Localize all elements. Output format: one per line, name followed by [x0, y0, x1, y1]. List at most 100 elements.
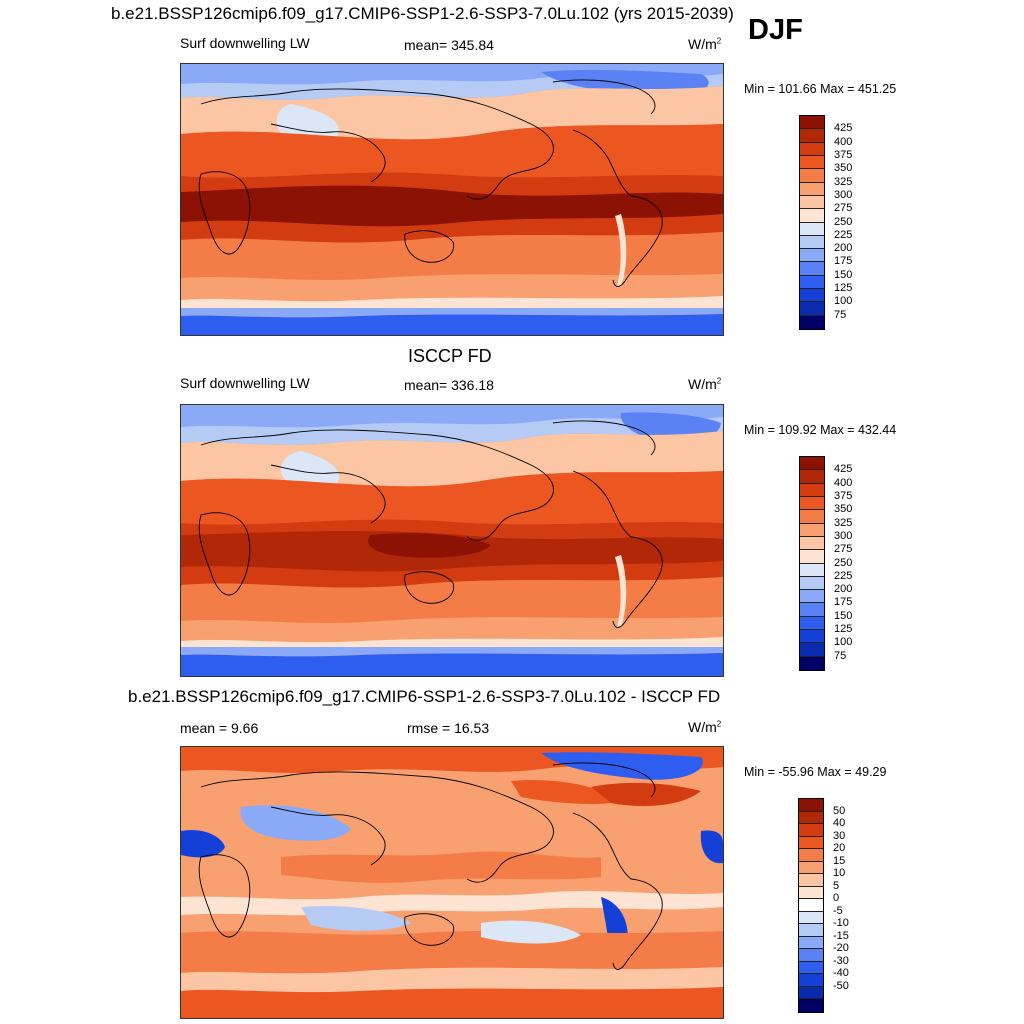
colorbar-tick-label: 15 [833, 854, 846, 867]
panel3-units: W/m2 [688, 719, 722, 735]
colorbar-segment [799, 936, 823, 950]
colorbar-tick-label: 200 [834, 242, 853, 255]
panel2-header: ISCCP FD [408, 346, 492, 366]
panel1-units: W/m2 [688, 36, 722, 52]
panel2-mean: mean= 336.18 [404, 377, 494, 393]
panel2-colorbar [799, 456, 825, 671]
panel1-colorbar-labels: 425 400 375 350 325 300 275 250 225 200 175 150 125 1… [834, 115, 874, 328]
colorbar-tick-label: 125 [834, 623, 853, 636]
colorbar-segment [799, 836, 823, 850]
colorbar-tick-label: -40 [833, 967, 849, 980]
colorbar-segment [799, 949, 823, 962]
colorbar-segment [800, 275, 824, 290]
colorbar-tick-label: 175 [834, 255, 853, 268]
colorbar-tick-label: 300 [834, 529, 853, 542]
colorbar-tick-label: 225 [834, 228, 853, 241]
colorbar-tick-label: 175 [834, 596, 853, 609]
colorbar-tick-label: -20 [833, 942, 849, 955]
colorbar-segment [799, 899, 823, 912]
colorbar-segment [799, 911, 823, 925]
colorbar-tick-label: 425 [834, 463, 853, 476]
colorbar-tick-label: 75 [834, 649, 847, 662]
panel3-mean: mean = 9.66 [180, 720, 259, 736]
panel3-rmse: rmse = 16.53 [407, 720, 490, 736]
colorbar-segment [800, 262, 824, 276]
colorbar-segment [800, 182, 824, 196]
colorbar-tick-label: 40 [833, 817, 846, 830]
panel1-map [180, 63, 724, 336]
colorbar-segment [799, 961, 823, 975]
colorbar-tick-label: 375 [834, 148, 853, 161]
colorbar-segment [799, 924, 823, 937]
panel1-colorbar [799, 115, 825, 330]
colorbar-segment [800, 590, 824, 604]
colorbar-tick-label: 150 [834, 609, 853, 622]
colorbar-segment [800, 142, 824, 156]
colorbar-segment [800, 536, 824, 551]
colorbar-tick-label: 425 [834, 122, 853, 135]
colorbar-segment [800, 496, 824, 511]
colorbar-tick-label: 325 [834, 175, 853, 188]
panel2-minmax: Min = 109.92 Max = 432.44 [744, 423, 897, 437]
colorbar-segment [800, 643, 824, 657]
colorbar-tick-label: 275 [834, 202, 853, 215]
colorbar-tick-label: 75 [834, 308, 847, 321]
colorbar-tick-label: 375 [834, 489, 853, 502]
colorbar-segment [799, 849, 823, 862]
panel1-variable: Surf downwelling LW [180, 35, 310, 51]
panel2-map [180, 404, 724, 677]
colorbar-segment [799, 986, 823, 1000]
colorbar-tick-label: -10 [833, 917, 849, 930]
colorbar-segment [800, 249, 824, 263]
colorbar-segment [799, 811, 823, 825]
colorbar-segment [800, 235, 824, 250]
main-title: b.e21.BSSP126cmip6.f09_g17.CMIP6-SSP1-2.… [111, 4, 734, 23]
colorbar-segment [800, 169, 824, 183]
colorbar-segment [800, 302, 824, 316]
colorbar-segment [800, 209, 824, 223]
colorbar-segment [800, 603, 824, 617]
colorbar-tick-label: 225 [834, 569, 853, 582]
colorbar-tick-label: -30 [833, 954, 849, 967]
colorbar-segment [800, 457, 824, 471]
colorbar-tick-label: 200 [834, 583, 853, 596]
colorbar-segment [800, 315, 824, 329]
colorbar-tick-label: 350 [834, 162, 853, 175]
colorbar-segment [800, 576, 824, 591]
colorbar-segment [800, 483, 824, 497]
colorbar-segment [799, 974, 823, 987]
colorbar-tick-label: 5 [833, 879, 840, 892]
colorbar-tick-label: 300 [834, 188, 853, 201]
colorbar-segment [799, 999, 823, 1012]
colorbar-tick-label: 400 [834, 135, 853, 148]
panel2-colorbar-labels: 425 400 375 350 325 300 275 250 225 200 175 150 125 1… [834, 456, 874, 669]
colorbar-segment [799, 886, 823, 900]
colorbar-tick-label: -15 [833, 929, 849, 942]
colorbar-segment [800, 470, 824, 484]
panel2-units: W/m2 [688, 376, 722, 392]
colorbar-segment [800, 523, 824, 537]
colorbar-segment [800, 563, 824, 577]
panel3-colorbar-labels: 50 40 30 20 15 10 5 0 -5 -10 -15 -20 -30 -40 -50 [833, 798, 873, 1011]
panel1-minmax: Min = 101.66 Max = 451.25 [744, 82, 897, 96]
colorbar-tick-label: 30 [833, 829, 846, 842]
colorbar-tick-label: 275 [834, 543, 853, 556]
colorbar-segment [800, 550, 824, 564]
colorbar-tick-label: 350 [834, 503, 853, 516]
panel3-header: b.e21.BSSP126cmip6.f09_g17.CMIP6-SSP1-2.… [128, 687, 721, 706]
colorbar-segment [799, 861, 823, 875]
colorbar-tick-label: 50 [833, 804, 846, 817]
colorbar-segment [800, 656, 824, 670]
colorbar-tick-label: 20 [833, 842, 846, 855]
panel3-map [180, 746, 724, 1019]
colorbar-segment [799, 799, 823, 812]
colorbar-tick-label: 325 [834, 516, 853, 529]
colorbar-segment [800, 129, 824, 143]
colorbar-tick-label: 125 [834, 282, 853, 295]
colorbar-segment [799, 874, 823, 887]
colorbar-tick-label: 150 [834, 268, 853, 281]
colorbar-segment [800, 222, 824, 236]
colorbar-segment [800, 616, 824, 631]
panel3-colorbar [798, 798, 824, 1013]
colorbar-tick-label: 100 [834, 636, 853, 649]
